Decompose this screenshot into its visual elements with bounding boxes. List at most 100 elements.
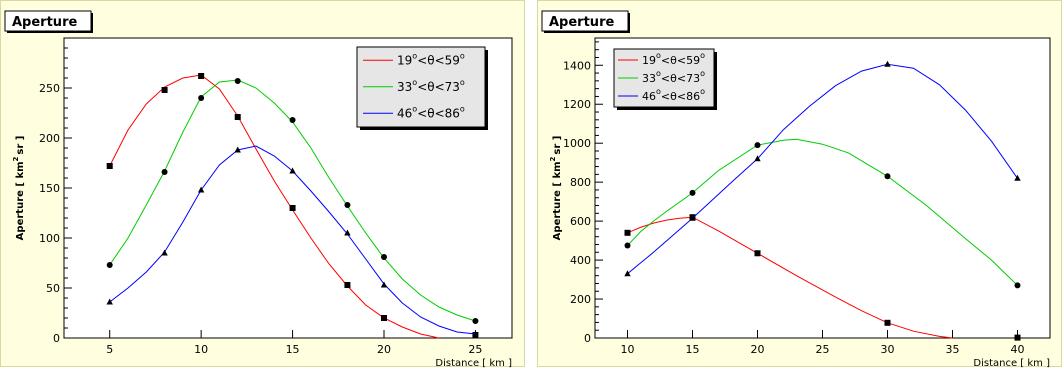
legend-label-sup: o	[656, 87, 661, 96]
data-point-circle	[624, 242, 631, 249]
legend-shadow	[360, 127, 488, 130]
legend-label-2: 46o<θ<86o	[397, 104, 465, 120]
legend-label-text: 33	[642, 72, 656, 85]
data-point-square	[234, 114, 241, 120]
x-tick-label: 15	[286, 343, 300, 356]
y-tick-label: 50	[46, 282, 60, 295]
aperture-chart-left: 0 50 100 150 200 250 5 10 15 20 25 Distance [ km ] A…	[4, 10, 513, 368]
y-axis-label-main: Aperture [ km	[552, 161, 563, 240]
y-tick-label: 150	[39, 182, 60, 195]
legend-label-sup: o	[412, 104, 417, 113]
data-point-circle	[381, 254, 387, 260]
aperture-chart-right: 0 200 400 600 800 1000 1200 1400 10 15 20 25 30 35 40 D…	[541, 10, 1051, 368]
legend-label-sup: o	[700, 69, 705, 78]
chart-panel-left: 0 50 100 150 200 250 5 10 15 20 25 Distance [ km ] A…	[0, 0, 525, 368]
data-point-circle	[884, 173, 891, 180]
chart-title: Aperture	[549, 15, 614, 30]
legend-label-text: 19	[397, 53, 412, 67]
x-tick-label: 30	[881, 343, 895, 356]
legend-label-text: 19	[642, 54, 656, 67]
legend-label-text: 33	[397, 80, 412, 94]
title-box-shadow	[91, 13, 93, 33]
series-line-2	[627, 63, 1018, 275]
data-point-square	[1014, 334, 1021, 341]
data-point-triangle	[689, 214, 696, 221]
data-point-square	[161, 87, 168, 93]
y-axis-label: Aperture [ km2sr ]	[549, 136, 563, 241]
x-tick-label: 10	[621, 343, 635, 356]
data-point-triangle	[344, 229, 351, 236]
x-tick-label: 25	[816, 343, 830, 356]
y-tick-label: 200	[39, 132, 60, 145]
legend-label-text: <θ<86	[661, 90, 700, 103]
legend-shadow	[617, 107, 717, 110]
data-point-triangle	[197, 186, 205, 193]
x-axis-label: Distance [ km ]	[435, 358, 512, 368]
data-point-triangle	[234, 146, 241, 153]
x-axis-label: Distance [ km ]	[973, 358, 1050, 368]
legend-label-2: 46o<θ<86o	[642, 87, 705, 103]
y-axis-label-sup: 2	[549, 156, 557, 161]
x-tick-label: 40	[1011, 343, 1025, 356]
legend-label-0: 19o<θ<59o	[397, 51, 465, 67]
data-point-circle	[754, 142, 761, 149]
data-point-triangle	[472, 332, 479, 339]
y-tick-label: 200	[570, 293, 591, 306]
y-tick-label: 100	[39, 232, 60, 245]
data-point-square	[106, 163, 113, 169]
data-point-circle	[289, 117, 296, 123]
legend-label-text: 46	[397, 106, 412, 120]
y-tick-label: 0	[584, 332, 591, 345]
x-tick-label: 5	[106, 343, 113, 356]
legend-label-sup: o	[656, 69, 661, 78]
data-point-circle	[344, 202, 351, 208]
y-axis-label: Aperture [ km2sr ]	[12, 136, 26, 241]
legend-label-text: <θ<86	[417, 106, 460, 120]
x-tick-label: 20	[751, 343, 765, 356]
data-point-circle	[234, 78, 241, 84]
y-tick-label: 0	[53, 332, 60, 345]
x-tick-label: 20	[377, 343, 391, 356]
x-tick-label: 35	[946, 343, 960, 356]
chart-title: Aperture	[12, 15, 77, 30]
data-point-square	[754, 250, 761, 257]
data-point-triangle	[380, 281, 388, 288]
y-tick-label: 1000	[563, 137, 591, 150]
series-line-1	[627, 138, 1018, 286]
y-tick-label: 800	[570, 176, 591, 189]
y-axis-label-main: Aperture [ km	[15, 161, 26, 240]
x-tick-label: 25	[468, 343, 482, 356]
data-point-square	[344, 282, 351, 288]
x-tick-label: 10	[194, 343, 208, 356]
legend-label-0: 19o<θ<59o	[642, 51, 705, 67]
legend-label-sup: o	[412, 51, 417, 60]
data-point-circle	[1014, 282, 1021, 289]
data-point-square	[198, 73, 205, 79]
legend-shadow	[714, 52, 717, 110]
legend-label-1: 33o<θ<73o	[397, 78, 465, 94]
title-box-shadow	[7, 31, 93, 33]
title-box-shadow	[628, 13, 630, 33]
y-tick-label: 250	[39, 82, 60, 95]
data-point-circle	[198, 95, 205, 101]
data-point-circle	[106, 262, 113, 268]
data-point-triangle	[884, 60, 891, 67]
data-point-circle	[161, 169, 168, 175]
legend-label-sup: o	[460, 51, 465, 60]
legend-label-1: 33o<θ<73o	[642, 69, 705, 85]
legend-label-sup: o	[460, 78, 465, 87]
y-tick-label: 400	[570, 254, 591, 267]
legend-label-text: 46	[642, 90, 656, 103]
legend-label-sup: o	[700, 87, 705, 96]
y-tick-label: 1200	[563, 98, 591, 111]
data-point-triangle	[1014, 174, 1021, 181]
legend-label-text: <θ<73	[417, 80, 460, 94]
legend-shadow	[485, 50, 488, 130]
legend-label-sup: o	[460, 104, 465, 113]
data-point-triangle	[624, 270, 631, 277]
data-point-triangle	[289, 167, 296, 174]
y-axis-label-sup: 2	[12, 156, 20, 161]
chart-panel-right: 0 200 400 600 800 1000 1200 1400 10 15 20 25 30 35 40 D…	[537, 0, 1062, 368]
legend-label-text: <θ<59	[661, 54, 700, 67]
y-axis-label-end: sr ]	[15, 136, 26, 155]
